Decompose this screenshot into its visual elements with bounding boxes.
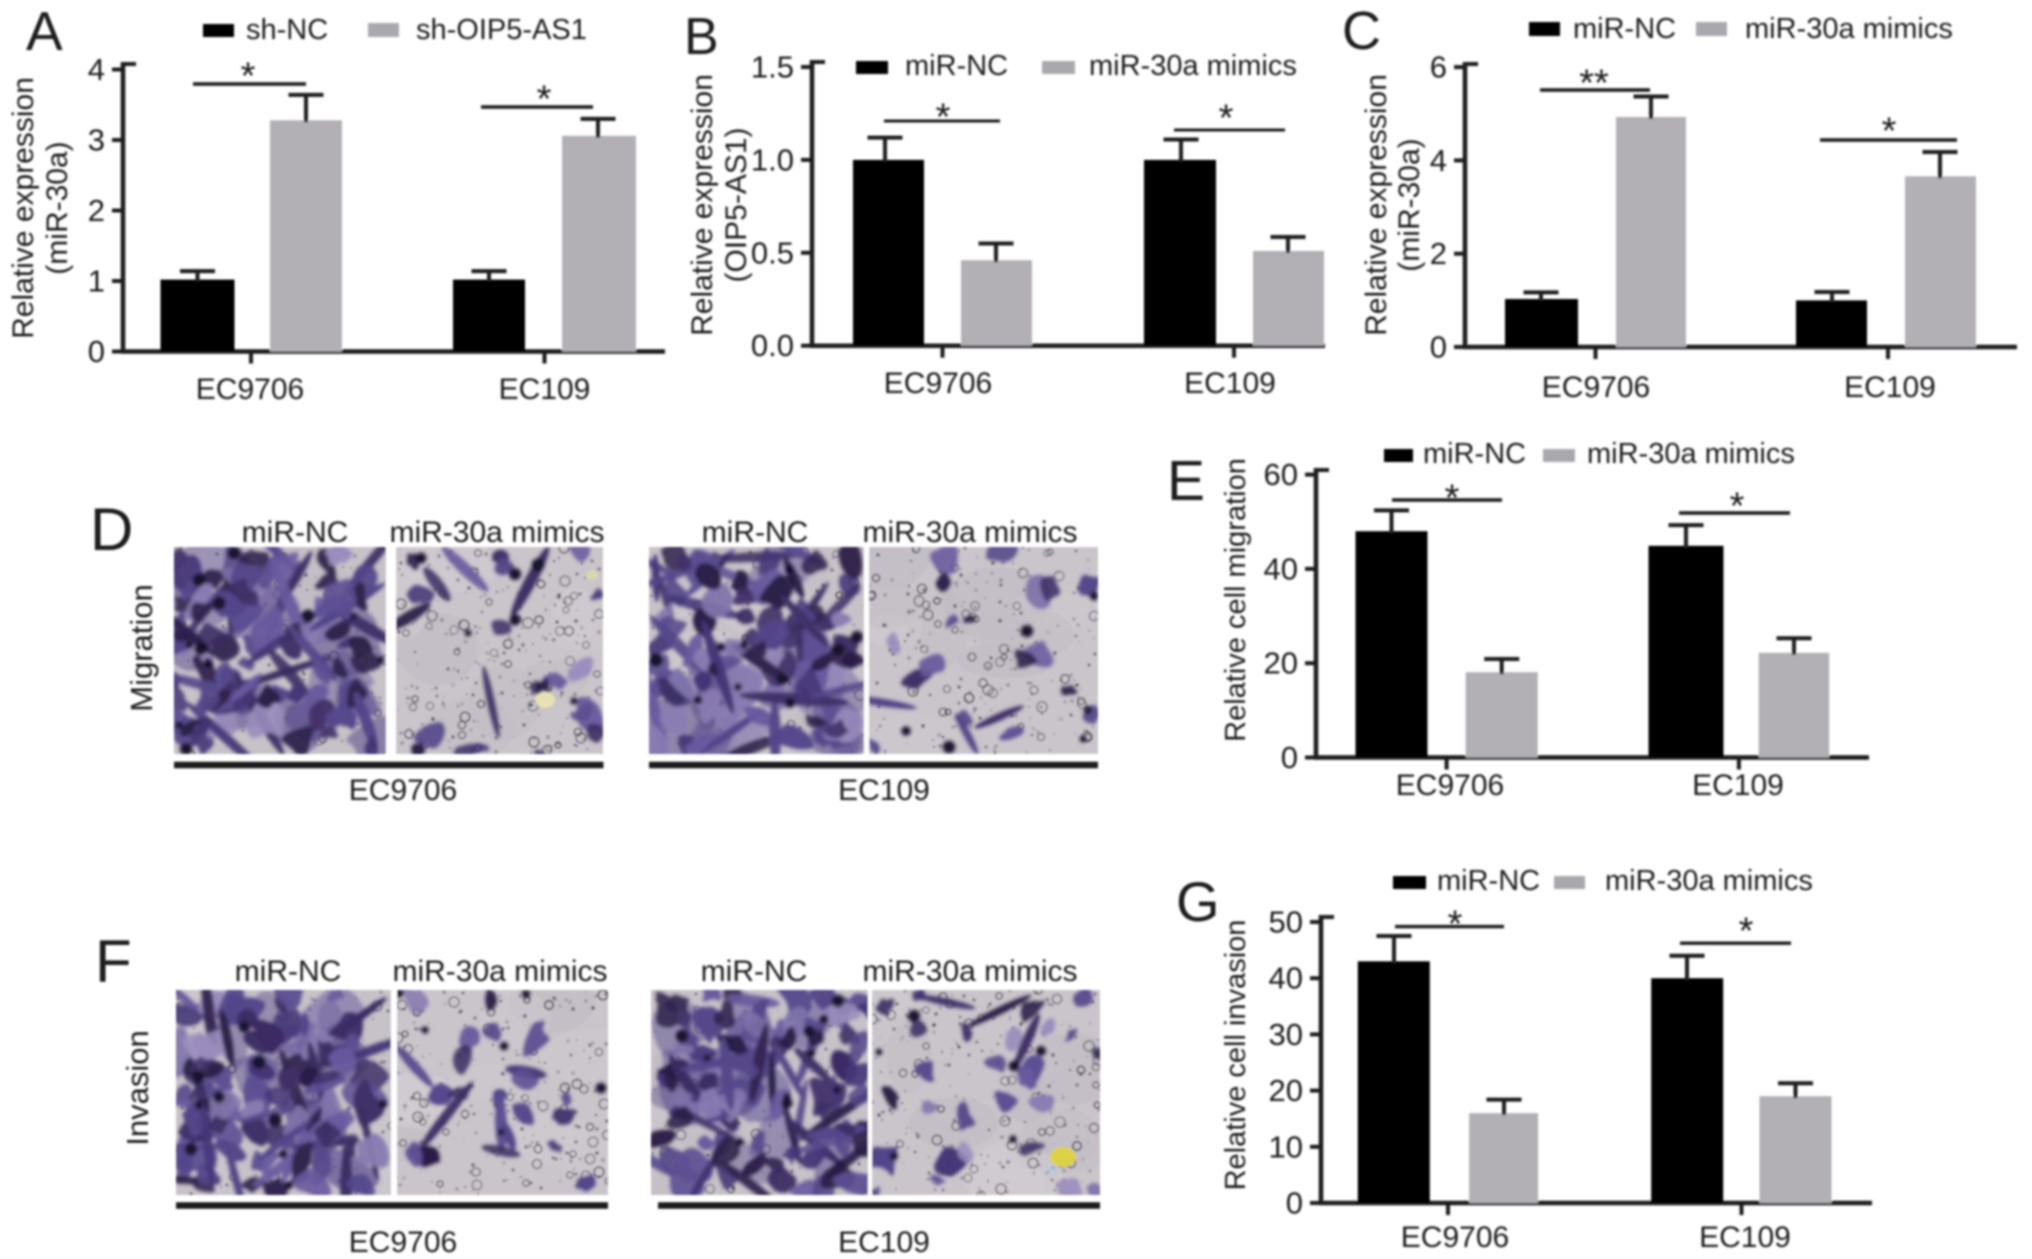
svg-text:3: 3 [88, 123, 105, 158]
svg-text:20: 20 [1264, 646, 1298, 681]
svg-text:miR-30a mimics: miR-30a mimics [392, 955, 607, 988]
svg-text:0: 0 [1430, 330, 1447, 365]
svg-text:EC9706: EC9706 [349, 1226, 457, 1259]
svg-text:miR-NC: miR-NC [701, 955, 808, 988]
svg-text:1: 1 [88, 264, 105, 299]
svg-text:0: 0 [88, 334, 105, 369]
svg-text:Migration: Migration [124, 584, 159, 712]
svg-text:EC109: EC109 [1692, 769, 1784, 802]
svg-text:EC9706: EC9706 [1401, 1221, 1509, 1254]
svg-text:60: 60 [1264, 457, 1298, 492]
svg-text:sh-NC: sh-NC [246, 14, 328, 46]
svg-text:40: 40 [1264, 551, 1298, 586]
svg-text:*: * [241, 56, 256, 98]
svg-text:50: 50 [1269, 905, 1303, 940]
svg-text:D: D [90, 496, 133, 563]
svg-text:0: 0 [1286, 1186, 1303, 1221]
svg-text:miR-30a mimics: miR-30a mimics [1605, 865, 1813, 897]
svg-text:EC109: EC109 [838, 1226, 930, 1259]
svg-text:4: 4 [1430, 143, 1447, 178]
svg-text:EC9706: EC9706 [196, 373, 304, 406]
svg-text:miR-NC: miR-NC [235, 955, 342, 988]
svg-text:miR-NC: miR-NC [1423, 438, 1526, 470]
svg-text:miR-NC: miR-NC [242, 516, 349, 549]
svg-text:Relative expression: Relative expression [7, 77, 40, 339]
svg-text:*: * [537, 79, 552, 121]
svg-text:1.5: 1.5 [751, 50, 794, 85]
svg-text:**: ** [1579, 63, 1609, 105]
svg-text:EC9706: EC9706 [1542, 371, 1650, 404]
svg-text:EC9706: EC9706 [1396, 769, 1504, 802]
svg-text:EC9706: EC9706 [349, 774, 457, 807]
svg-text:0: 0 [1281, 740, 1298, 775]
svg-text:40: 40 [1269, 961, 1303, 996]
svg-text:EC109: EC109 [499, 373, 591, 406]
svg-text:miR-30a mimics: miR-30a mimics [1587, 438, 1795, 470]
svg-text:EC109: EC109 [1699, 1221, 1791, 1254]
svg-text:0.5: 0.5 [751, 235, 794, 270]
svg-text:(OIP5-AS1): (OIP5-AS1) [720, 127, 753, 282]
svg-text:EC109: EC109 [838, 774, 930, 807]
svg-text:6: 6 [1430, 50, 1447, 85]
svg-text:Invasion: Invasion [120, 1030, 155, 1145]
svg-text:30: 30 [1269, 1017, 1303, 1052]
svg-text:10: 10 [1269, 1129, 1303, 1164]
svg-text:miR-30a mimics: miR-30a mimics [862, 516, 1077, 549]
svg-text:G: G [1176, 870, 1220, 933]
svg-text:*: * [1219, 98, 1234, 140]
svg-text:sh-OIP5-AS1: sh-OIP5-AS1 [416, 14, 587, 46]
svg-text:*: * [1730, 486, 1745, 528]
svg-text:C: C [1342, 1, 1381, 61]
svg-text:miR-30a mimics: miR-30a mimics [1089, 50, 1297, 82]
svg-text:Relative expression: Relative expression [1360, 74, 1393, 336]
svg-text:*: * [1445, 478, 1460, 520]
svg-text:1.0: 1.0 [751, 142, 794, 177]
svg-text:Relative cell invasion: Relative cell invasion [1220, 920, 1252, 1191]
svg-text:EC9706: EC9706 [884, 367, 992, 400]
svg-text:miR-NC: miR-NC [905, 50, 1008, 82]
svg-text:miR-NC: miR-NC [1437, 865, 1540, 897]
svg-text:Relative expression: Relative expression [686, 74, 719, 336]
svg-text:0.0: 0.0 [751, 328, 794, 363]
svg-text:A: A [26, 0, 63, 62]
svg-text:EC109: EC109 [1184, 367, 1276, 400]
svg-text:Relative cell migration: Relative cell migration [1220, 458, 1252, 742]
svg-text:F: F [95, 928, 132, 995]
svg-text:2: 2 [88, 193, 105, 228]
svg-text:E: E [1167, 449, 1205, 513]
svg-text:*: * [1448, 904, 1463, 946]
svg-text:*: * [1739, 911, 1754, 953]
svg-text:miR-NC: miR-NC [1573, 13, 1676, 45]
svg-text:miR-30a mimics: miR-30a mimics [389, 516, 604, 549]
svg-text:20: 20 [1269, 1073, 1303, 1108]
svg-text:4: 4 [88, 52, 105, 87]
svg-text:miR-NC: miR-NC [702, 516, 809, 549]
svg-text:(miR-30a): (miR-30a) [1393, 138, 1426, 271]
svg-text:B: B [684, 8, 719, 66]
svg-text:EC109: EC109 [1844, 371, 1936, 404]
svg-text:2: 2 [1430, 236, 1447, 271]
svg-text:(miR-30a): (miR-30a) [41, 141, 74, 274]
svg-text:miR-30a mimics: miR-30a mimics [1745, 13, 1953, 45]
svg-text:*: * [1882, 111, 1897, 153]
svg-text:miR-30a mimics: miR-30a mimics [862, 955, 1077, 988]
svg-text:*: * [936, 97, 951, 139]
